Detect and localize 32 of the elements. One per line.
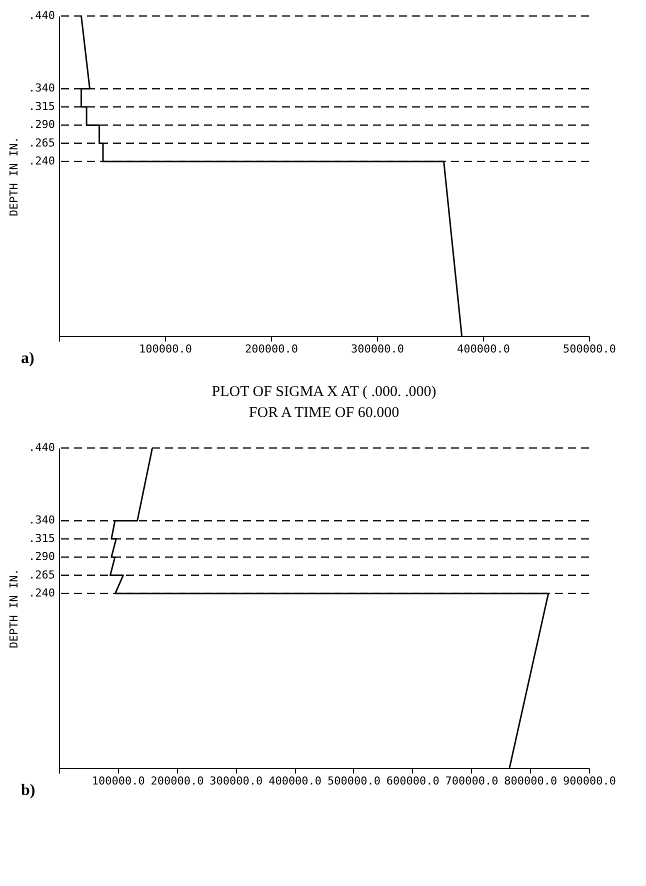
ref-line-label: .315 xyxy=(28,532,55,545)
text: a) xyxy=(21,350,34,367)
chart-title: PLOT OF SIGMA X AT ( .000. .000) xyxy=(212,384,436,400)
ref-line-label: .240 xyxy=(28,154,55,168)
x-tick-label: 100000.0 xyxy=(92,774,145,788)
x-tick-label: 400000.0 xyxy=(268,774,322,788)
x-tick-label: 600000.0 xyxy=(386,774,440,788)
x-tick-label: 500000.0 xyxy=(327,774,380,788)
x-tick-label: 900000.0 xyxy=(563,774,616,788)
ref-line-label: .315 xyxy=(28,100,55,113)
text: b) xyxy=(21,782,36,799)
x-tick-label: 200000.0 xyxy=(245,342,298,356)
ref-line-label: .340 xyxy=(28,514,55,527)
ref-line-label: .265 xyxy=(28,568,55,582)
x-tick-label: 300000.0 xyxy=(351,342,404,356)
y-axis-title: DEPTH IN IN. xyxy=(8,568,20,648)
ref-line-label: .290 xyxy=(28,550,55,564)
x-tick-label: 700000.0 xyxy=(445,774,498,788)
ref-line-label: .265 xyxy=(28,136,55,150)
ref-line-label: .440 xyxy=(28,9,55,22)
x-tick-label: 100000.0 xyxy=(139,342,192,356)
ref-line-label: .240 xyxy=(28,586,55,600)
x-tick-label: 500000.0 xyxy=(563,342,616,356)
x-tick-label: 800000.0 xyxy=(504,774,558,788)
chart-subtitle: FOR A TIME OF 60.000 xyxy=(248,405,400,421)
x-tick-label: 200000.0 xyxy=(150,774,204,788)
ref-line-label: .290 xyxy=(28,118,55,132)
ref-line-label: .340 xyxy=(28,82,55,95)
x-tick-label: 300000.0 xyxy=(210,774,263,788)
y-axis-title: DEPTH IN IN. xyxy=(8,136,20,216)
ref-line-label: .440 xyxy=(28,441,55,454)
x-tick-label: 400000.0 xyxy=(457,342,510,356)
